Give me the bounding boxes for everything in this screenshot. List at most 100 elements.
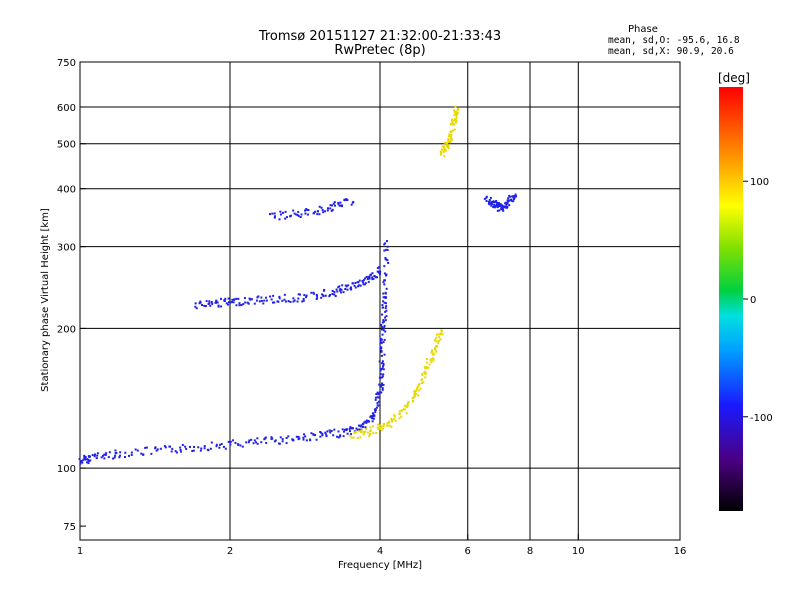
data-point [380, 429, 383, 432]
data-point [431, 350, 434, 353]
data-point [197, 446, 200, 449]
data-point [320, 431, 323, 434]
data-point [447, 140, 450, 143]
data-point [198, 302, 201, 305]
data-point [496, 205, 499, 208]
data-point [498, 209, 501, 212]
data-point [440, 153, 443, 156]
data-point [422, 381, 425, 384]
data-point [456, 109, 459, 112]
data-point [345, 428, 348, 431]
data-point [430, 351, 433, 354]
data-point [310, 291, 313, 294]
data-point [383, 296, 386, 299]
data-point [253, 439, 256, 442]
data-point [386, 245, 389, 248]
data-point [298, 437, 301, 440]
data-point [383, 338, 386, 341]
data-point [87, 459, 90, 462]
data-point [265, 441, 268, 444]
data-point [384, 291, 387, 294]
data-point [447, 145, 450, 148]
data-point [375, 276, 378, 279]
data-point [207, 449, 210, 452]
data-point [331, 204, 334, 207]
data-point [195, 307, 198, 310]
data-point [326, 209, 329, 212]
data-point [365, 427, 368, 430]
data-point [363, 421, 366, 424]
data-point [413, 394, 416, 397]
data-point [215, 301, 218, 304]
data-point [274, 215, 277, 218]
data-point [504, 201, 507, 204]
data-point [296, 213, 299, 216]
data-point [432, 357, 435, 360]
data-point [453, 113, 456, 116]
data-point [336, 290, 339, 293]
data-point [423, 366, 426, 369]
data-point [493, 203, 496, 206]
data-point [377, 396, 380, 399]
data-point [447, 138, 450, 141]
data-point [329, 293, 332, 296]
data-point [329, 207, 332, 210]
data-point [425, 358, 428, 361]
data-point [224, 447, 227, 450]
data-point [130, 453, 133, 456]
data-point [377, 393, 380, 396]
data-point [229, 440, 232, 443]
data-point [514, 195, 517, 198]
data-point [272, 301, 275, 304]
data-point [427, 366, 430, 369]
data-point [219, 443, 222, 446]
data-point [179, 449, 182, 452]
data-point [164, 446, 167, 449]
colorbar-label: [deg] [718, 71, 750, 85]
data-point [87, 462, 90, 465]
data-point [231, 298, 234, 301]
data-point [381, 376, 384, 379]
data-point [437, 342, 440, 345]
data-point [366, 278, 369, 281]
phase-stat-o: mean, sd,O: -95.6, 16.8 [608, 35, 740, 46]
data-point [295, 435, 298, 438]
data-point [383, 301, 386, 304]
data-point [357, 285, 360, 288]
data-point [265, 296, 268, 299]
data-point [376, 391, 379, 394]
data-point [379, 426, 382, 429]
data-point [229, 443, 232, 446]
data-point [358, 279, 361, 282]
data-point [455, 113, 458, 116]
data-point [365, 419, 368, 422]
data-point [341, 428, 344, 431]
data-point [248, 297, 251, 300]
data-point [415, 389, 418, 392]
data-point [303, 433, 306, 436]
data-point [428, 363, 431, 366]
data-point [451, 129, 454, 132]
data-point [452, 119, 455, 122]
data-point [370, 273, 373, 276]
data-point [156, 448, 159, 451]
data-point [284, 217, 287, 220]
data-point [344, 198, 347, 201]
data-point [105, 452, 108, 455]
data-point [179, 446, 182, 449]
data-point [393, 415, 396, 418]
data-point [437, 339, 440, 342]
data-point [249, 298, 252, 301]
data-point [423, 370, 426, 373]
data-point [338, 285, 341, 288]
data-point [130, 451, 133, 454]
data-point [253, 302, 256, 305]
data-point [338, 289, 341, 292]
data-point [378, 270, 381, 273]
data-point [262, 302, 265, 305]
data-point [314, 434, 317, 437]
data-point [264, 436, 267, 439]
data-point [281, 211, 284, 214]
data-point [500, 208, 503, 211]
data-point [455, 119, 458, 122]
